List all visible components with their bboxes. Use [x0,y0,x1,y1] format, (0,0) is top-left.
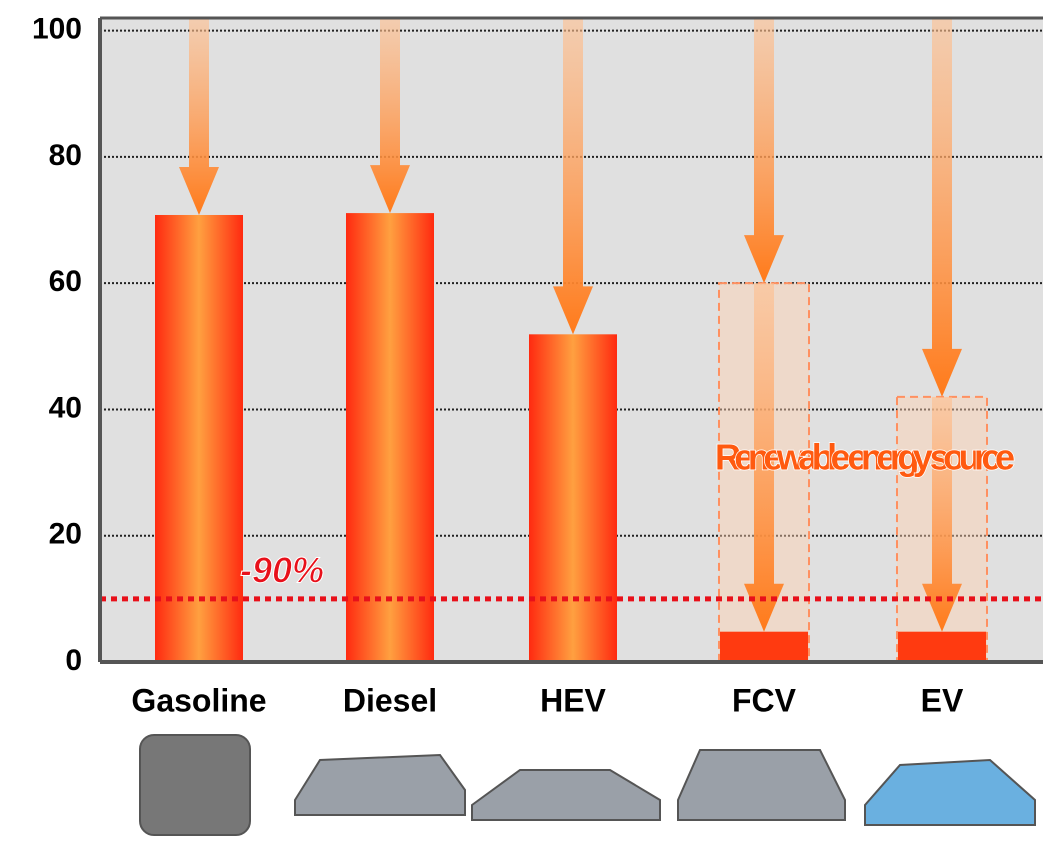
y-tick-label: 100 [32,13,82,46]
reference-label: -90% [240,549,324,590]
y-tick-label: 40 [49,391,82,424]
x-tick-label: HEV [540,682,606,718]
renewable-label: Renewable energy source [715,437,1015,478]
x-tick-label: EV [921,682,964,718]
x-tick-label: Diesel [343,682,437,718]
x-tick-label: Gasoline [131,682,266,718]
bar [155,215,243,662]
x-tick-label: FCV [732,682,797,718]
y-tick-label: 0 [65,644,82,677]
y-tick-label: 60 [49,265,82,298]
bar [898,632,986,662]
chart: 0 20 40 60 80 100 Gasoline Diesel HEV FCV EV -90% Re… [0,0,1043,848]
y-tick-label: 20 [49,518,82,551]
bar [346,213,434,662]
y-tick-label: 80 [49,139,82,172]
vehicle-images [140,735,1035,835]
bar [529,334,617,662]
bar [720,632,808,662]
